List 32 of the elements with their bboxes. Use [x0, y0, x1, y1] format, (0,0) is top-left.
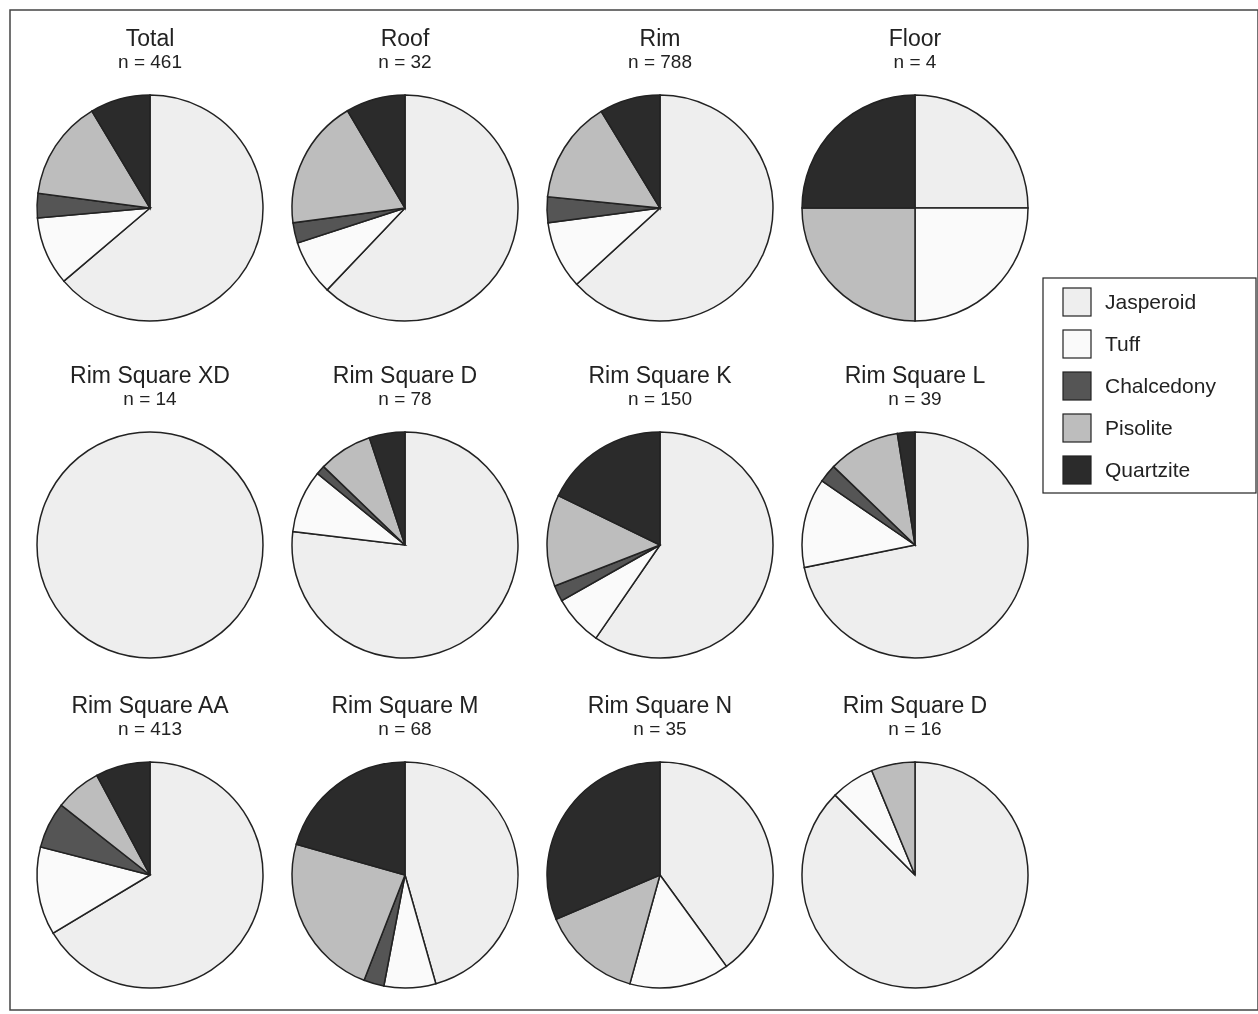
chart-subtitle: n = 14	[123, 388, 178, 409]
pie-slice	[803, 431, 1029, 659]
chart-subtitle: n = 150	[628, 388, 692, 409]
chart-subtitle: n = 461	[118, 51, 182, 72]
chart-title: Rim Square K	[588, 362, 733, 388]
legend-label: Chalcedony	[1105, 374, 1217, 397]
legend-label: Pisolite	[1105, 416, 1173, 439]
chart-title: Floor	[888, 25, 942, 51]
chart-title: Rim Square N	[587, 692, 733, 718]
chart-subtitle: n = 39	[888, 388, 942, 409]
chart-subtitle: n = 16	[888, 718, 942, 739]
chart-subtitle: n = 788	[628, 51, 692, 72]
chart-subtitle: n = 68	[378, 718, 432, 739]
pie-slice	[291, 431, 519, 659]
chart-subtitle: n = 4	[893, 51, 937, 72]
chart-title: Total	[125, 25, 175, 51]
chart-title: Rim Square M	[331, 692, 479, 718]
chart-title: Rim Square D	[332, 362, 478, 388]
chart-title: Roof	[380, 25, 430, 51]
chart-title: Rim	[639, 25, 681, 51]
chart-subtitle: n = 35	[633, 718, 687, 739]
pie-slice	[801, 761, 1029, 989]
legend-label: Jasperoid	[1105, 290, 1197, 313]
chart-title: Rim Square D	[842, 692, 988, 718]
chart-subtitle: n = 32	[378, 51, 432, 72]
chart-subtitle: n = 413	[118, 718, 182, 739]
chart-subtitle: n = 78	[378, 388, 432, 409]
legend-label: Quartzite	[1105, 458, 1191, 481]
chart-title: Rim Square XD	[70, 362, 230, 388]
chart-title: Rim Square L	[844, 362, 986, 388]
chart-title: Rim Square AA	[71, 692, 230, 718]
legend-label: Tuff	[1105, 332, 1141, 355]
